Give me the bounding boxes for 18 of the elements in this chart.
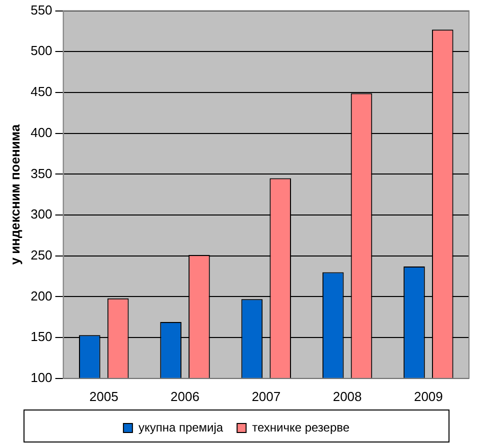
x-tick-label: 2007: [252, 388, 281, 404]
y-tick-label: 200: [30, 288, 52, 304]
y-tick-label: 350: [30, 166, 52, 181]
y-tick-label: 300: [30, 206, 52, 222]
y-tick-label: 550: [30, 2, 52, 18]
x-tick-label: 2006: [170, 388, 200, 404]
legend-label: укупна премија: [138, 420, 224, 434]
y-tick-label: 400: [30, 124, 52, 140]
x-tick-label: 2009: [414, 388, 443, 404]
x-tick-label: 2008: [332, 388, 362, 404]
y-tick-label: 500: [30, 43, 52, 58]
y-tick-label: 150: [30, 329, 52, 344]
y-tick-label: 250: [30, 247, 52, 262]
y-tick-label: 450: [30, 84, 52, 100]
legend-label: техничке резерве: [252, 420, 350, 434]
x-tick-label: 2005: [89, 388, 118, 404]
y-axis-title: у индексним поенима: [7, 124, 22, 265]
y-tick-label: 100: [30, 370, 52, 385]
